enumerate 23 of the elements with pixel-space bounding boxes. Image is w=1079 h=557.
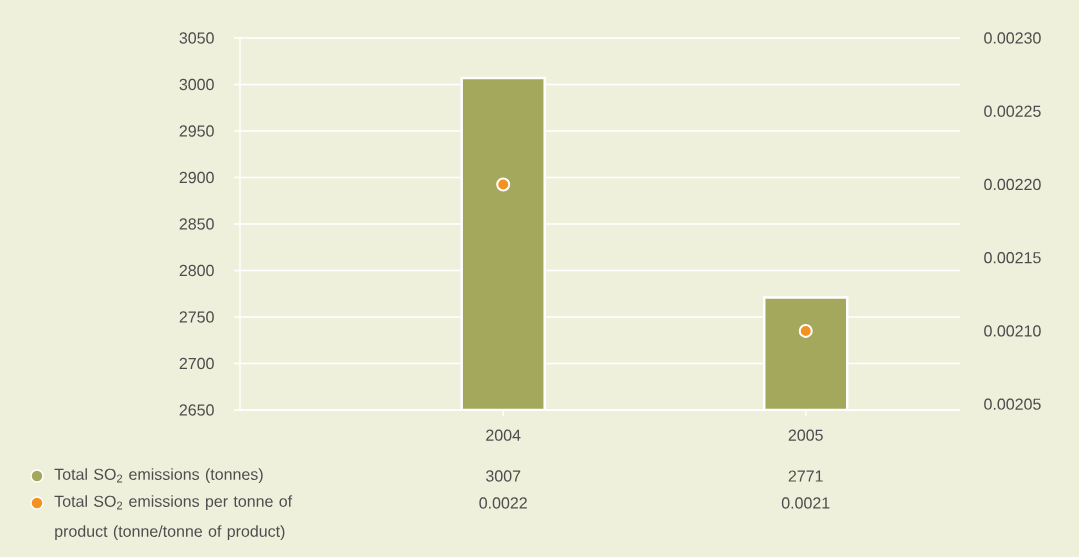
legend-label: Total SO$_{2}$ emissions (tonnes): [54, 468, 263, 484]
data-label: 2771: [788, 470, 823, 482]
y-tick-label: 3050: [179, 32, 214, 44]
y-tick-label: 2750: [179, 311, 214, 323]
legend-label: Total SO$_{2}$ emissions per tonne of product (tonne/tonne of product): [54, 495, 293, 541]
y-tick-label: 2700: [179, 357, 214, 370]
data-label: 0.0021: [781, 497, 830, 509]
y2-tick-label: 0.00220: [984, 178, 1041, 191]
y2-tick-label: 0.00210: [984, 325, 1041, 337]
x-tick-label: 2004: [486, 429, 521, 441]
y-tick-label: 2850: [179, 218, 214, 230]
y-tick-label: 2650: [179, 404, 214, 416]
y-tick-label: 2950: [179, 125, 214, 137]
y-tick-label: 2900: [179, 171, 214, 184]
data-label: 0.0022: [479, 497, 527, 509]
y-tick-label: 2800: [179, 264, 214, 277]
y2-tick-label: 0.00225: [984, 105, 1041, 117]
y2-tick-label: 0.00215: [984, 252, 1041, 264]
y2-tick-label: 0.00205: [984, 398, 1041, 410]
data-label: 3007: [486, 470, 521, 482]
y2-tick-label: 0.00230: [984, 32, 1041, 44]
y-tick-label: 3000: [179, 78, 214, 91]
x-tick-label: 2005: [788, 429, 823, 441]
